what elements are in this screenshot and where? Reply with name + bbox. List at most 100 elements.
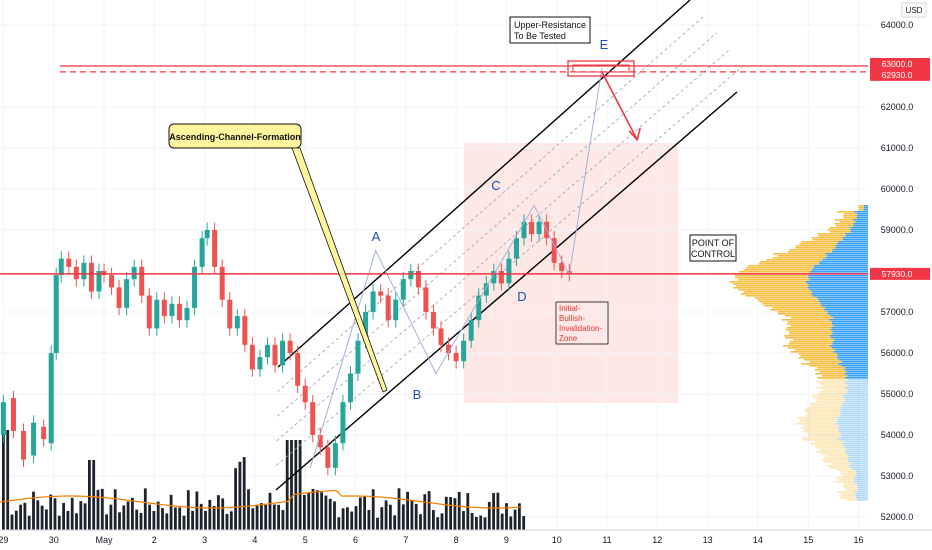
profile-bar-down — [808, 435, 842, 437]
profile-bar-down — [777, 311, 828, 313]
profile-bar-up — [853, 469, 868, 471]
channel-mid-line — [276, 32, 718, 417]
down-arrow-head — [628, 127, 641, 142]
profile-bar-down — [858, 205, 864, 207]
candle-body — [176, 303, 182, 321]
candle-body — [192, 266, 198, 308]
annotations[interactable]: Ascending-Channel-Formation Upper-Resista… — [168, 16, 737, 402]
profile-bar-down — [815, 369, 845, 371]
profile-bar-down — [790, 317, 834, 319]
candle-body — [408, 271, 414, 280]
profile-bar-down — [732, 283, 808, 285]
profile-bar-down — [842, 475, 857, 477]
y-axis[interactable]: USD 64000.0 62000.0 61000.0 60000.0 59000.0 57… — [868, 0, 932, 550]
invalidation-note-box — [555, 301, 609, 345]
wave-label-c: C — [491, 178, 500, 193]
wave-label-b: B — [413, 387, 422, 402]
profile-bar-down — [799, 419, 838, 421]
profile-bar-up — [833, 351, 868, 353]
y-tick-label: 64000.0 — [881, 20, 914, 30]
profile-bar-down — [815, 373, 845, 375]
profile-bar-up — [853, 481, 868, 483]
candle-body — [295, 353, 301, 386]
candle-body — [21, 430, 27, 460]
profile-bar-up — [835, 245, 868, 247]
profile-bar-down — [788, 343, 833, 345]
profile-bar-down — [810, 405, 843, 407]
volume-bar — [505, 503, 508, 530]
profile-bar-down — [813, 397, 844, 399]
profile-bar-up — [845, 367, 868, 369]
x-tick-label: 10 — [552, 535, 562, 545]
price-tag-label: 63000.0 — [882, 59, 913, 69]
y-tick-label: 52000.0 — [881, 512, 914, 522]
profile-bar-down — [846, 499, 859, 501]
y-tick-label: 55000.0 — [881, 389, 914, 399]
candle-body — [513, 238, 519, 259]
profile-bar-up — [845, 233, 868, 235]
volume-bar — [57, 515, 61, 530]
profile-bar-down — [787, 323, 832, 325]
candle-body — [204, 230, 210, 239]
profile-bar-up — [818, 263, 868, 265]
volume-bar — [500, 513, 504, 530]
profile-bar-up — [808, 277, 868, 279]
volume-bar — [247, 489, 250, 530]
candle-body — [551, 238, 557, 263]
x-tick-label: 7 — [403, 535, 408, 545]
profile-bar-up — [852, 223, 868, 225]
profile-bar-down — [799, 243, 838, 245]
candle-body — [400, 279, 406, 300]
profile-bar-up — [840, 413, 868, 415]
volume-bar — [70, 497, 74, 530]
profile-bar-up — [825, 253, 868, 255]
profile-bar-up — [844, 387, 868, 389]
profile-bar-up — [837, 363, 868, 365]
volume-bar — [509, 516, 513, 530]
profile-bar-up — [818, 301, 868, 303]
target-box — [567, 60, 635, 77]
profile-bar-down — [846, 489, 859, 491]
profile-bar-up — [841, 403, 868, 405]
x-tick-label: May — [95, 535, 113, 545]
profile-bar-up — [841, 435, 868, 437]
volume-bar — [251, 508, 255, 530]
profile-bar-down — [766, 259, 823, 261]
candle-body — [219, 266, 225, 300]
profile-bar-down — [811, 395, 843, 397]
profile-bar-down — [815, 401, 845, 403]
profile-bar-down — [838, 479, 855, 481]
volume-bar — [45, 509, 48, 530]
volume-bar — [410, 500, 414, 530]
volume-bar — [122, 505, 126, 530]
price-tag-label: 62930.0 — [882, 70, 913, 80]
profile-bar-down — [826, 465, 850, 467]
profile-bar-down — [743, 269, 812, 271]
volume-bar — [315, 490, 319, 530]
volume-bar — [453, 498, 457, 530]
price-levels[interactable] — [0, 60, 868, 275]
candle-body — [41, 426, 47, 440]
profile-bar-down — [757, 299, 819, 301]
x-tick-label: 5 — [303, 535, 308, 545]
invalidation-note-line: Initial- — [559, 304, 581, 313]
profile-bar-down — [772, 257, 826, 259]
volume-bar — [475, 516, 478, 530]
volume-bar — [79, 501, 83, 530]
profile-bar-up — [830, 335, 868, 337]
volume-bar — [83, 503, 87, 530]
profile-bar-down — [808, 365, 842, 367]
candle-body — [257, 357, 263, 370]
profile-bar-down — [800, 427, 838, 429]
profile-bar-up — [863, 205, 868, 207]
candle-body — [476, 295, 482, 321]
profile-bar-down — [760, 261, 820, 263]
profile-bar-up — [824, 309, 868, 311]
profile-bar-down — [783, 345, 830, 347]
volume-bar — [148, 504, 151, 530]
volume-bar — [285, 440, 289, 530]
profile-bar-down — [787, 321, 832, 323]
volume-bar — [208, 499, 212, 530]
x-axis[interactable]: 29 30 May 2 3 4 5 6 7 8 9 10 11 12 13 14 15 16 — [0, 529, 932, 550]
